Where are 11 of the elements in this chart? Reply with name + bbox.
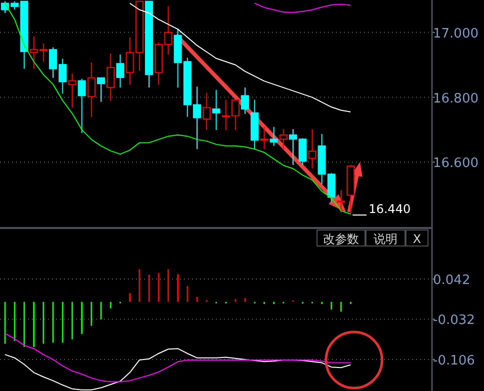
button: 说明 <box>366 230 406 246</box>
annotation: 16.440 <box>368 202 411 216</box>
ytick-label: 16.800 <box>433 91 478 106</box>
annotation: 改参数 <box>323 232 359 246</box>
ytick-label: 17.000 <box>433 26 478 42</box>
ytick-label: 0.042 <box>433 273 470 288</box>
ytick-label: 16.600 <box>433 156 478 172</box>
button: 改参数 <box>316 230 366 246</box>
ytick-label: -0.032 <box>433 313 475 328</box>
button: X <box>406 230 428 246</box>
ytick-label: -0.106 <box>433 353 475 368</box>
